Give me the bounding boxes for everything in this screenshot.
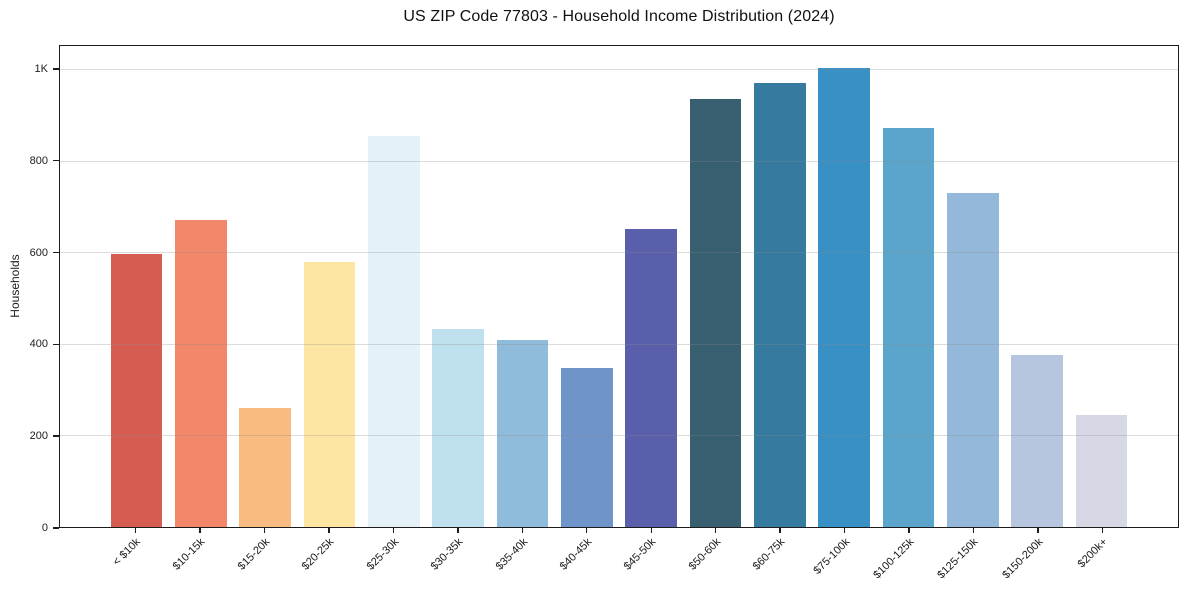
bar [110, 253, 163, 527]
y-tick-mark [52, 251, 59, 254]
bar [1075, 414, 1128, 527]
x-tick-label: $15-20k [235, 536, 273, 573]
y-tick-label: 1K [34, 62, 48, 75]
x-tick-mark [328, 528, 330, 533]
x-tick-label: $40-45k [557, 536, 595, 573]
x-tick-mark [199, 528, 201, 533]
x-tick-mark [586, 528, 588, 533]
bar [818, 68, 870, 527]
bar [239, 408, 291, 527]
x-tick-label: $200k+ [1075, 536, 1110, 571]
x-tick-label: $25-30k [364, 536, 401, 573]
y-tick-label: 200 [29, 430, 48, 443]
x-tick-mark [714, 528, 717, 533]
gridline [60, 69, 1178, 71]
y-tick-mark [52, 68, 59, 70]
x-tick-mark [1101, 528, 1103, 533]
x-tick-label: $35-40k [493, 536, 530, 573]
y-tick-mark [52, 343, 59, 346]
bar [175, 219, 227, 527]
x-tick-label: $10-15k [171, 536, 208, 573]
gridline [60, 435, 1178, 437]
x-tick-mark [779, 528, 781, 533]
x-tick-label: < $10k [111, 536, 144, 569]
bar [689, 98, 742, 527]
gridline [60, 252, 1178, 254]
bar [882, 127, 935, 527]
x-tick-label: $75-100k [811, 536, 853, 577]
bar [432, 329, 484, 527]
x-tick-mark [521, 528, 524, 533]
bar [947, 193, 999, 527]
bar [496, 339, 549, 527]
bar [754, 83, 806, 527]
x-tick-mark [263, 528, 266, 533]
y-axis-label: Households [8, 254, 22, 318]
x-tick-mark [972, 528, 975, 533]
bar [625, 228, 677, 527]
bar [368, 135, 420, 527]
y-tick-label: 400 [29, 338, 48, 351]
y-tick-mark [52, 159, 59, 162]
x-tick-label: $100-125k [871, 536, 917, 582]
x-tick-label: $30-35k [428, 536, 466, 573]
gridline [60, 343, 1178, 345]
y-tick-label: 0 [41, 522, 48, 534]
y-tick-mark [52, 527, 59, 529]
plot-area [59, 45, 1179, 528]
bar [303, 261, 356, 527]
x-tick-mark [134, 528, 137, 533]
x-tick-mark [650, 528, 652, 533]
x-tick-label: $150-200k [1000, 536, 1046, 582]
x-tick-mark [843, 528, 846, 533]
bar [561, 368, 613, 527]
x-tick-label: $20-25k [299, 536, 337, 573]
x-tick-label: $50-60k [686, 536, 724, 573]
x-tick-mark [392, 528, 395, 533]
y-tick-label: 600 [29, 246, 48, 259]
chart-title: US ZIP Code 77803 - Household Income Dis… [403, 8, 835, 25]
x-tick-mark [457, 528, 459, 533]
x-tick-label: $125-150k [935, 536, 981, 582]
x-tick-label: $60-75k [750, 536, 788, 573]
y-tick-mark [52, 435, 59, 437]
gridline [60, 160, 1178, 162]
bar [1011, 355, 1063, 527]
x-tick-label: $45-50k [622, 536, 659, 573]
x-tick-mark [908, 528, 910, 533]
x-tick-mark [1037, 528, 1039, 533]
y-tick-label: 800 [29, 154, 48, 167]
